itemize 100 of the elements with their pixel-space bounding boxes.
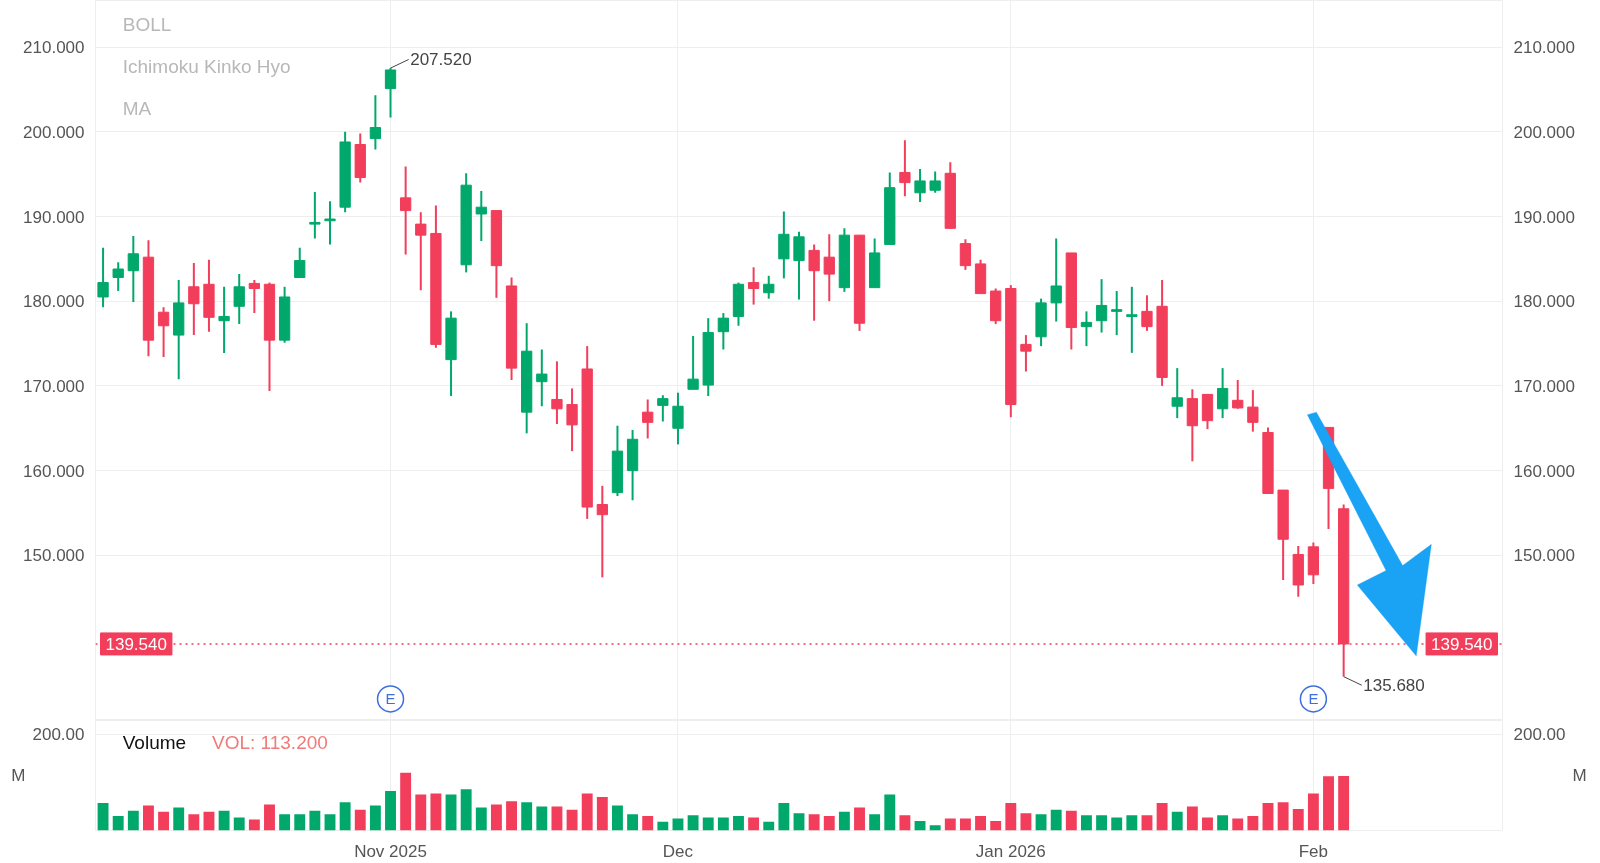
text: M bbox=[1572, 766, 1587, 785]
candlestick bbox=[596, 484, 608, 579]
y2-tick-label: 210.000 bbox=[1513, 38, 1575, 58]
y-tick-label: 200.000 bbox=[23, 122, 85, 142]
bar bbox=[793, 813, 805, 831]
bar bbox=[702, 817, 714, 831]
candlestick bbox=[1232, 378, 1244, 410]
bar bbox=[1277, 802, 1289, 831]
bar bbox=[672, 818, 684, 831]
bar bbox=[1232, 818, 1244, 831]
annotation: Ichimoku Kinko Hyo bbox=[122, 56, 291, 77]
bar bbox=[218, 810, 230, 831]
candlestick bbox=[415, 211, 427, 292]
candlestick bbox=[747, 266, 760, 306]
bar bbox=[233, 817, 245, 831]
bar bbox=[460, 789, 472, 831]
candlestick bbox=[1247, 389, 1259, 433]
y-axis-title: M bbox=[11, 766, 26, 785]
annotation: BOLL bbox=[122, 14, 172, 35]
y2-tick-label: 160.000 bbox=[1513, 461, 1575, 481]
bar bbox=[158, 811, 170, 831]
bar bbox=[490, 804, 502, 831]
bar bbox=[506, 801, 517, 831]
y2-tick-label: 180.000 bbox=[1513, 292, 1575, 312]
bar bbox=[385, 791, 396, 831]
bar bbox=[1262, 803, 1274, 831]
bar bbox=[627, 814, 639, 831]
bar bbox=[1217, 815, 1229, 831]
bar bbox=[521, 802, 533, 831]
bar bbox=[899, 815, 911, 831]
y-tick-label: 200.00 bbox=[32, 725, 85, 745]
annotation: E bbox=[1308, 690, 1319, 708]
candlestick bbox=[1216, 367, 1229, 420]
bar bbox=[1035, 814, 1047, 831]
y-tick-label: 170.000 bbox=[23, 376, 85, 396]
bar bbox=[1126, 815, 1138, 831]
candlestick bbox=[1020, 334, 1032, 373]
bar bbox=[823, 816, 835, 831]
candlestick bbox=[657, 394, 669, 423]
candlestick bbox=[475, 190, 487, 243]
bar bbox=[324, 814, 336, 831]
annotation: VOL: 113.200 bbox=[211, 732, 328, 753]
bar bbox=[808, 814, 820, 831]
bar bbox=[415, 794, 427, 831]
y-tick-label: 210.000 bbox=[23, 38, 85, 58]
bar bbox=[1096, 815, 1108, 831]
candlestick bbox=[369, 94, 382, 151]
bar bbox=[612, 805, 623, 831]
ref-line-label: 139.540 bbox=[105, 634, 167, 654]
candlestick bbox=[566, 387, 578, 453]
candlestick bbox=[793, 230, 805, 301]
bar bbox=[248, 819, 260, 831]
annotation: 135.680 bbox=[1363, 676, 1425, 696]
candlestick bbox=[1111, 290, 1123, 337]
bar bbox=[778, 803, 790, 831]
candlestick bbox=[384, 67, 397, 119]
candlestick bbox=[929, 170, 941, 194]
bar bbox=[1141, 815, 1153, 831]
bar bbox=[763, 821, 775, 831]
bar bbox=[430, 793, 442, 831]
candlestick bbox=[127, 234, 139, 304]
bar bbox=[838, 811, 850, 831]
bar bbox=[581, 793, 593, 831]
bar bbox=[1186, 806, 1198, 831]
y-tick-label: 190.000 bbox=[23, 207, 85, 227]
annotation: E bbox=[385, 690, 396, 708]
text: 139.540 bbox=[1431, 634, 1493, 654]
candlestick bbox=[324, 200, 336, 246]
bar bbox=[309, 810, 321, 831]
candlestick bbox=[763, 274, 775, 300]
candlestick bbox=[717, 312, 729, 351]
bar bbox=[294, 814, 306, 831]
bar bbox=[717, 817, 729, 831]
candlestick bbox=[642, 398, 654, 440]
candlestick bbox=[97, 246, 109, 309]
candlestick bbox=[157, 306, 170, 359]
x-tick-label: Dec bbox=[662, 841, 694, 861]
y2-tick-label: 150.000 bbox=[1513, 546, 1575, 566]
candlestick bbox=[687, 334, 699, 391]
bar bbox=[748, 817, 760, 831]
bar bbox=[354, 809, 366, 831]
bar bbox=[339, 802, 351, 831]
bar bbox=[1292, 808, 1304, 831]
bar bbox=[1307, 793, 1319, 831]
bar bbox=[854, 807, 865, 831]
bar bbox=[884, 794, 896, 831]
y2-tick-label: 170.000 bbox=[1513, 376, 1575, 396]
bar bbox=[929, 825, 941, 831]
candlestick bbox=[112, 261, 124, 293]
text: Volume bbox=[122, 732, 187, 753]
candlestick bbox=[1126, 285, 1138, 354]
bar bbox=[143, 805, 154, 831]
candlestick bbox=[1095, 278, 1108, 334]
bar bbox=[551, 806, 563, 831]
x-tick-label: Nov 2025 bbox=[354, 841, 427, 861]
candlestick bbox=[309, 190, 321, 240]
bar bbox=[944, 818, 956, 831]
candlestick bbox=[672, 391, 684, 446]
candlestick bbox=[188, 262, 200, 337]
candlestick bbox=[1080, 310, 1093, 348]
